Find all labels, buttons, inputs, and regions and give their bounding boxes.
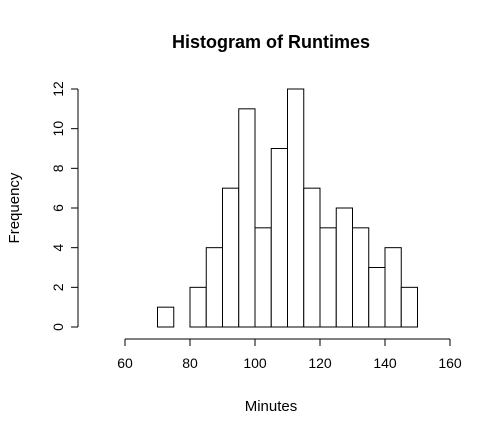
bars-group bbox=[157, 88, 418, 328]
y-tick-label: 4 bbox=[50, 244, 66, 252]
x-tick-label: 140 bbox=[373, 355, 397, 371]
histogram-bar bbox=[270, 148, 288, 328]
histogram-bar bbox=[157, 306, 175, 328]
y-tick-label: 0 bbox=[50, 323, 66, 331]
x-tick-label: 120 bbox=[308, 355, 332, 371]
y-axis: 0 2 4 6 8 10 12 bbox=[50, 81, 79, 331]
x-axis-label: Minutes bbox=[245, 398, 298, 415]
y-tick-label: 12 bbox=[50, 81, 66, 97]
histogram-bar bbox=[238, 108, 256, 328]
histogram-bar bbox=[352, 227, 370, 328]
histogram-bar bbox=[368, 267, 386, 328]
x-tick-label: 100 bbox=[243, 355, 267, 371]
y-tick-label: 2 bbox=[50, 283, 66, 291]
histogram-bar bbox=[319, 227, 337, 328]
y-tick-label: 10 bbox=[50, 121, 66, 137]
y-tick-label: 6 bbox=[50, 204, 66, 212]
x-tick-label: 80 bbox=[182, 355, 198, 371]
x-tick-label: 60 bbox=[117, 355, 133, 371]
y-axis-label: Frequency bbox=[6, 172, 23, 243]
y-tick-label: 8 bbox=[50, 164, 66, 172]
histogram-bar bbox=[205, 247, 223, 328]
histogram-bar bbox=[222, 187, 240, 328]
histogram-bar bbox=[384, 247, 402, 328]
histogram-bar bbox=[254, 227, 272, 328]
histogram-bar bbox=[400, 286, 418, 328]
histogram-bar bbox=[189, 286, 207, 328]
x-axis: 60 80 100 120 140 160 bbox=[117, 338, 462, 371]
histogram-bar bbox=[335, 207, 353, 328]
chart-title: Histogram of Runtimes bbox=[172, 32, 370, 52]
x-tick-label: 160 bbox=[438, 355, 462, 371]
histogram-bar bbox=[303, 187, 321, 328]
histogram-bar bbox=[287, 88, 305, 328]
